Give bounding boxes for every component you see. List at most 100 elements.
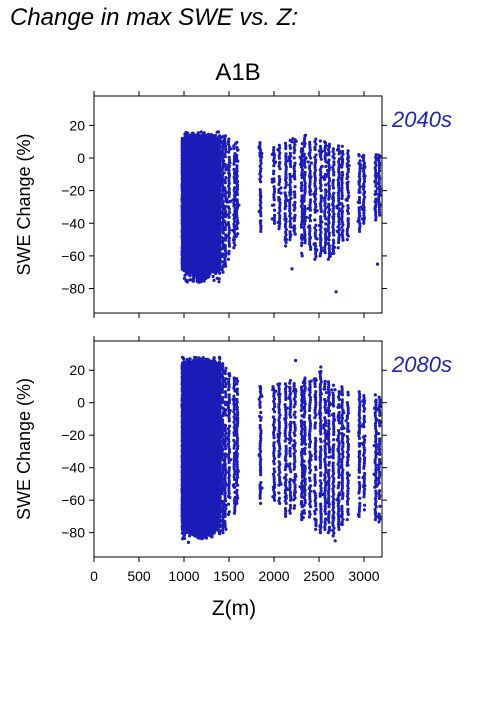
data-point	[191, 277, 195, 281]
data-point	[233, 154, 237, 159]
data-point	[283, 191, 287, 195]
data-point	[303, 160, 307, 164]
data-point	[302, 219, 306, 223]
data-point	[299, 181, 304, 185]
figure-title: Change in max SWE vs. Z:	[10, 4, 299, 31]
data-point	[300, 251, 304, 255]
data-point	[284, 244, 288, 248]
data-point	[227, 137, 231, 141]
data-point	[304, 215, 308, 219]
data-point	[289, 196, 293, 200]
data-point	[227, 172, 231, 176]
data-point	[218, 162, 222, 166]
data-point	[293, 169, 297, 173]
data-point	[226, 221, 230, 225]
data-point	[308, 169, 312, 173]
data-point	[212, 278, 216, 282]
data-point	[236, 232, 240, 236]
data-point	[257, 209, 261, 214]
data-point	[222, 138, 226, 142]
data-point	[292, 203, 296, 207]
data-point	[191, 135, 195, 139]
data-point	[272, 208, 277, 212]
data-point	[206, 132, 210, 136]
data-point	[272, 169, 276, 173]
data-point	[195, 133, 199, 137]
data-point	[289, 233, 293, 237]
data-point	[225, 197, 229, 201]
data-point	[229, 147, 233, 151]
data-point	[219, 136, 223, 140]
data-point	[283, 141, 288, 145]
data-point	[227, 207, 231, 211]
data-point	[270, 203, 275, 207]
data-point	[184, 272, 188, 276]
data-point	[287, 159, 292, 163]
data-point	[272, 152, 276, 156]
data-point	[197, 275, 202, 279]
data-point	[224, 191, 228, 195]
data-point	[188, 278, 192, 282]
data-point	[260, 155, 264, 159]
data-point	[218, 264, 222, 268]
data-point	[302, 225, 306, 229]
data-point	[293, 232, 297, 236]
data-point	[183, 268, 187, 272]
data-point	[223, 194, 227, 198]
data-point	[228, 161, 232, 165]
data-point	[258, 147, 262, 151]
data-point	[218, 245, 222, 249]
data-point	[191, 269, 195, 273]
data-point	[203, 271, 207, 275]
data-point	[287, 155, 291, 159]
data-point	[220, 235, 224, 239]
data-point	[300, 170, 304, 174]
data-point	[270, 217, 274, 221]
data-point	[222, 171, 226, 175]
data-point	[223, 162, 227, 167]
data-point	[302, 144, 306, 148]
data-point	[302, 194, 306, 198]
data-point	[288, 144, 292, 148]
data-point	[292, 219, 296, 223]
data-point	[231, 238, 236, 242]
data-point	[301, 163, 305, 167]
data-point	[195, 279, 199, 283]
data-point	[259, 194, 263, 198]
data-point	[277, 175, 281, 179]
data-point	[236, 159, 240, 163]
data-point	[211, 274, 215, 279]
data-point	[203, 136, 207, 140]
data-point	[283, 212, 287, 216]
data-point	[227, 181, 231, 186]
data-point	[223, 186, 227, 190]
data-point	[217, 280, 221, 284]
data-point	[224, 236, 228, 241]
data-point	[200, 269, 204, 273]
data-point	[309, 198, 313, 202]
data-point	[258, 141, 262, 145]
data-point	[303, 222, 307, 226]
data-point	[188, 274, 192, 278]
data-point	[218, 203, 222, 207]
data-point	[292, 224, 296, 228]
data-point	[214, 264, 218, 269]
data-point	[302, 152, 306, 156]
data-point	[222, 159, 226, 163]
data-point	[232, 213, 236, 217]
data-point	[196, 265, 200, 269]
data-point	[308, 213, 312, 217]
data-point	[294, 139, 298, 143]
data-point	[289, 190, 293, 194]
data-point	[291, 174, 295, 178]
data-point	[191, 131, 195, 135]
data-point	[203, 133, 207, 137]
data-point	[227, 155, 231, 159]
data-point	[217, 277, 221, 281]
data-point	[209, 266, 213, 270]
data-point	[197, 136, 202, 140]
data-point	[300, 241, 304, 245]
data-point	[293, 185, 297, 189]
data-point	[300, 237, 304, 241]
